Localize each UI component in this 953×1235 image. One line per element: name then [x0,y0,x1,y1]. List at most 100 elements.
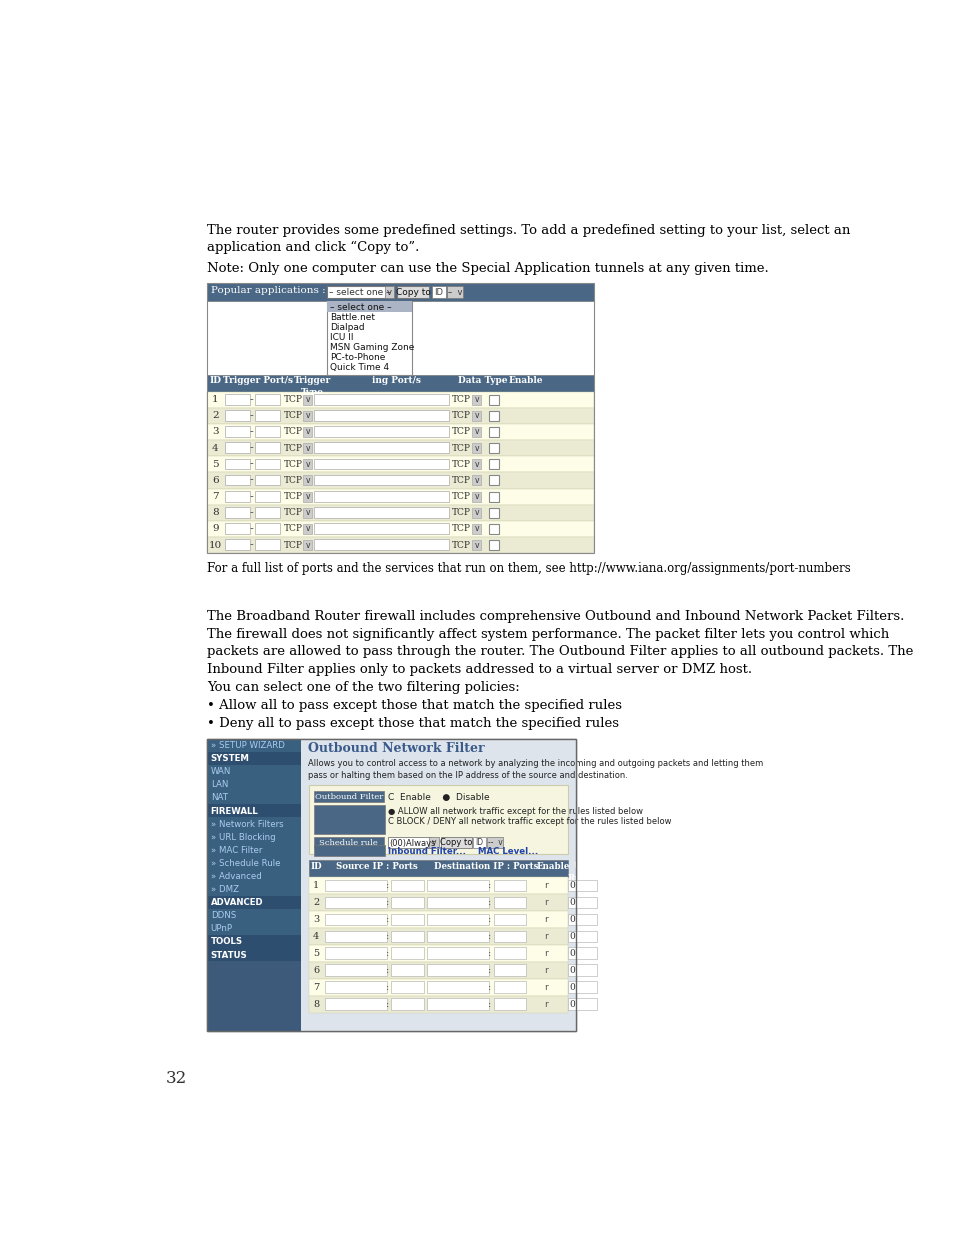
Text: The Broadband Router firewall includes comprehensive Outbound and Inbound Networ: The Broadband Router firewall includes c… [207,610,912,676]
Bar [440,837,472,848]
Bar [309,929,567,945]
Text: 4: 4 [313,932,319,941]
Bar [324,998,386,1010]
Text: Data Type: Data Type [457,377,507,385]
Text: :: : [488,882,491,890]
Bar [225,394,250,405]
Text: 7: 7 [212,492,218,501]
Text: 0: 0 [569,983,575,992]
Text: Note: Only one computer can use the Special Application tunnels at any given tim: Note: Only one computer can use the Spec… [207,262,768,275]
Bar [472,459,480,469]
Bar [493,947,525,960]
Text: -: - [249,540,253,550]
Text: Inbound Filter...    MAC Level...: Inbound Filter... MAC Level... [388,846,537,856]
Bar [314,540,449,550]
Bar [254,540,279,550]
Bar [472,508,480,517]
Bar [327,287,394,299]
Bar [488,475,498,485]
Text: TCP: TCP [451,509,470,517]
Text: TCP: TCP [284,475,303,485]
Text: 0: 0 [569,932,575,941]
Bar [472,492,480,501]
Bar [431,287,445,299]
Text: Outbound Network Filter: Outbound Network Filter [307,742,484,755]
Text: -: - [249,524,253,534]
Bar [303,524,312,534]
Text: » SETUP WIZARD: » SETUP WIZARD [211,741,284,750]
Text: v: v [386,288,392,296]
Text: v: v [305,443,310,452]
Text: ID: ID [434,288,442,296]
Bar [391,947,423,960]
Bar [472,540,480,550]
Bar [225,458,250,469]
Text: Popular applications :: Popular applications : [211,287,325,295]
Bar [567,914,597,925]
Bar [254,524,279,534]
Text: -: - [249,459,253,469]
Text: 9: 9 [212,525,218,534]
Bar [314,458,449,469]
Text: TCP: TCP [284,411,303,420]
Bar [324,879,386,892]
Bar [309,785,567,855]
Bar [254,490,279,501]
Text: :: : [385,932,389,941]
Text: TCP: TCP [451,541,470,550]
Text: Battle.net: Battle.net [330,312,375,322]
Text: -: - [249,411,253,421]
Bar [207,895,301,909]
Bar [207,830,301,844]
Text: :: : [488,932,491,941]
Bar [207,923,301,935]
Text: The router provides some predefined settings. To add a predefined setting to you: The router provides some predefined sett… [207,224,849,254]
Bar [324,947,386,960]
Text: – select one –: – select one – [330,303,392,312]
Bar [488,524,498,534]
Text: -: - [249,492,253,501]
Text: v: v [305,411,310,420]
Bar [254,474,279,485]
Bar [207,374,594,391]
Bar [207,283,594,301]
Bar [493,982,525,993]
Bar [324,930,386,942]
Bar [207,521,594,537]
Bar [207,883,301,895]
Text: TCP: TCP [451,427,470,436]
Bar [207,804,301,818]
Text: 6: 6 [212,475,218,485]
Bar [447,287,462,299]
Bar [303,443,312,453]
Text: v: v [431,839,436,847]
Text: SYSTEM: SYSTEM [211,755,250,763]
Text: :: : [488,983,491,992]
Bar [314,490,449,501]
Bar [473,837,485,848]
Text: Quick Time 4: Quick Time 4 [330,363,389,372]
Text: DDNS: DDNS [211,911,235,920]
Text: Schedule rule: Schedule rule [319,839,377,847]
Bar [487,837,502,848]
Bar [225,508,250,517]
Bar [207,456,594,472]
Text: v: v [474,475,478,485]
Bar [427,998,488,1010]
Bar [472,443,480,453]
Text: r: r [544,966,548,976]
Text: v: v [474,509,478,517]
Text: :: : [385,966,389,976]
Text: -: - [249,395,253,405]
Bar [427,879,488,892]
Bar [567,965,597,976]
Bar [207,739,575,1031]
Bar [207,505,594,521]
Bar [488,508,498,517]
Bar [225,524,250,534]
Text: 3: 3 [313,915,319,924]
Text: v: v [474,459,478,469]
Text: :: : [385,950,389,958]
Text: 8: 8 [313,1000,319,1009]
Bar [254,442,279,453]
